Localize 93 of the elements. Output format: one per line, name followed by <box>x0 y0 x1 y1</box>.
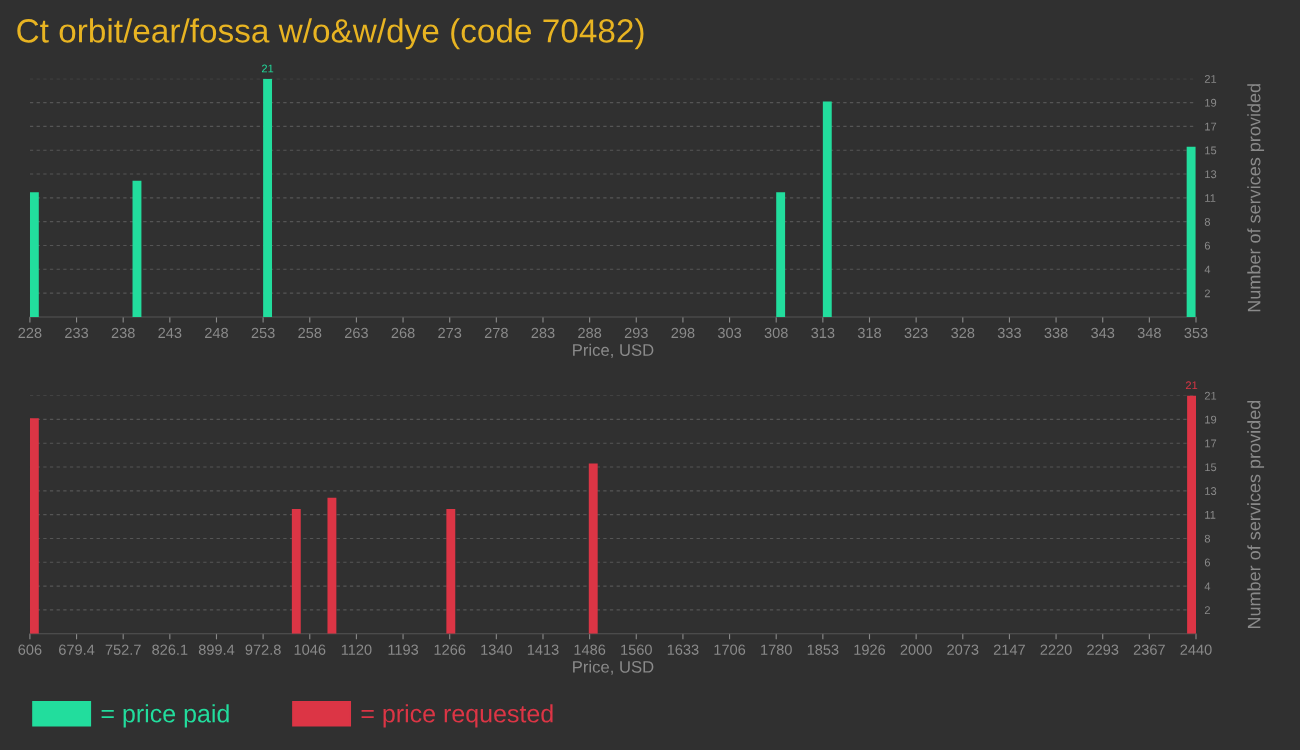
data-label: 21 <box>261 64 274 73</box>
x-tick-label: 283 <box>531 327 555 339</box>
y-tick-label: 2 <box>1204 606 1210 614</box>
legend-label: = price paid <box>101 704 229 728</box>
y-tick-label: 13 <box>1205 487 1217 495</box>
x-tick-label: 263 <box>344 327 368 339</box>
x-tick-label: 248 <box>205 327 229 339</box>
y-tick-label: 11 <box>1205 194 1216 202</box>
x-tick-label: 308 <box>764 327 788 339</box>
x-tick-label: 1120 <box>341 644 372 655</box>
bar <box>263 78 273 317</box>
x-tick-label: 1486 <box>574 644 606 655</box>
x-tick-label: 348 <box>1137 327 1161 339</box>
x-tick-label: 233 <box>65 327 89 339</box>
y-tick-label: 15 <box>1205 463 1217 472</box>
x-tick-label: 268 <box>391 327 415 339</box>
bar <box>1186 146 1196 317</box>
x-tick-label: 826.1 <box>152 644 188 655</box>
x-tick-label: 2073 <box>947 644 979 655</box>
x-tick-label: 1560 <box>621 644 652 655</box>
x-tick-label: 338 <box>1044 327 1068 339</box>
x-tick-label: 1633 <box>667 644 699 655</box>
x-tick-label: 1266 <box>434 644 466 655</box>
y-axis-title: Number of services provided <box>1247 400 1265 629</box>
y-tick-label: 21 <box>1204 391 1217 400</box>
x-tick-label: 288 <box>578 327 602 339</box>
bar <box>29 418 39 634</box>
chart-title: Ct orbit/ear/fossa w/o&w/dye (code 70482) <box>17 18 644 50</box>
x-tick-label: 278 <box>484 327 508 339</box>
x-axis-title: Price, USD <box>573 660 654 675</box>
x-tick-label: 323 <box>904 327 928 339</box>
x-tick-label: 1926 <box>854 644 886 655</box>
y-tick-label: 15 <box>1205 146 1217 155</box>
x-tick-label: 243 <box>158 327 182 339</box>
bar <box>588 463 598 634</box>
x-tick-label: 752.7 <box>105 644 141 655</box>
x-tick-label: 1413 <box>527 644 559 655</box>
x-tick-label: 2000 <box>900 644 932 655</box>
y-tick-label: 4 <box>1204 582 1211 591</box>
x-tick-label: 972.8 <box>245 644 281 655</box>
y-tick-label: 21 <box>1204 75 1217 83</box>
y-tick-label: 11 <box>1205 511 1216 519</box>
x-tick-label: 293 <box>624 327 648 339</box>
x-tick-label: 679.4 <box>59 644 95 655</box>
x-tick-label: 333 <box>997 327 1021 339</box>
bar <box>1187 395 1196 634</box>
y-tick-label: 2 <box>1204 289 1210 298</box>
x-tick-label: 2367 <box>1133 644 1165 655</box>
y-tick-label: 8 <box>1204 217 1211 226</box>
x-tick-label: 1193 <box>388 644 419 655</box>
x-tick-label: 2220 <box>1040 644 1072 655</box>
x-axis-title: Price, USD <box>573 343 654 358</box>
x-tick-label: 228 <box>18 327 42 339</box>
x-tick-label: 238 <box>111 327 135 339</box>
y-tick-label: 17 <box>1205 122 1217 131</box>
bar <box>446 508 456 634</box>
x-tick-label: 1046 <box>294 644 326 655</box>
x-tick-label: 1706 <box>714 644 746 655</box>
bar <box>29 192 39 317</box>
x-tick-label: 343 <box>1091 327 1115 339</box>
x-tick-label: 2440 <box>1180 644 1212 655</box>
x-tick-label: 313 <box>811 327 835 339</box>
y-tick-label: 13 <box>1205 170 1217 179</box>
y-tick-label: 8 <box>1204 534 1211 543</box>
x-tick-label: 1853 <box>807 644 839 655</box>
bar <box>132 180 142 317</box>
data-label: 21 <box>1185 381 1198 390</box>
y-tick-label: 19 <box>1205 415 1217 424</box>
x-tick-label: 253 <box>251 327 275 339</box>
x-tick-label: 258 <box>298 327 322 339</box>
y-tick-label: 6 <box>1204 241 1211 250</box>
legend-label: = price requested <box>361 704 553 728</box>
x-tick-label: 273 <box>438 327 462 339</box>
x-tick-label: 2293 <box>1087 644 1119 655</box>
y-tick-label: 17 <box>1205 439 1217 448</box>
x-tick-label: 2147 <box>993 644 1025 655</box>
x-tick-label: 303 <box>717 327 742 339</box>
bar <box>291 508 301 634</box>
bar <box>822 101 832 317</box>
bar <box>776 192 786 317</box>
x-tick-label: 328 <box>951 327 975 339</box>
x-tick-label: 298 <box>671 327 695 339</box>
x-tick-label: 1340 <box>481 644 512 655</box>
y-tick-label: 19 <box>1205 98 1217 107</box>
x-tick-label: 353 <box>1184 327 1208 339</box>
y-tick-label: 6 <box>1204 558 1211 567</box>
x-tick-label: 899.4 <box>198 644 235 655</box>
x-tick-label: 606 <box>18 644 42 655</box>
y-tick-label: 4 <box>1204 265 1211 274</box>
x-tick-label: 318 <box>857 327 882 339</box>
x-tick-label: 1780 <box>761 644 792 655</box>
bar <box>327 497 337 634</box>
y-axis-title: Number of services provided <box>1247 84 1265 312</box>
